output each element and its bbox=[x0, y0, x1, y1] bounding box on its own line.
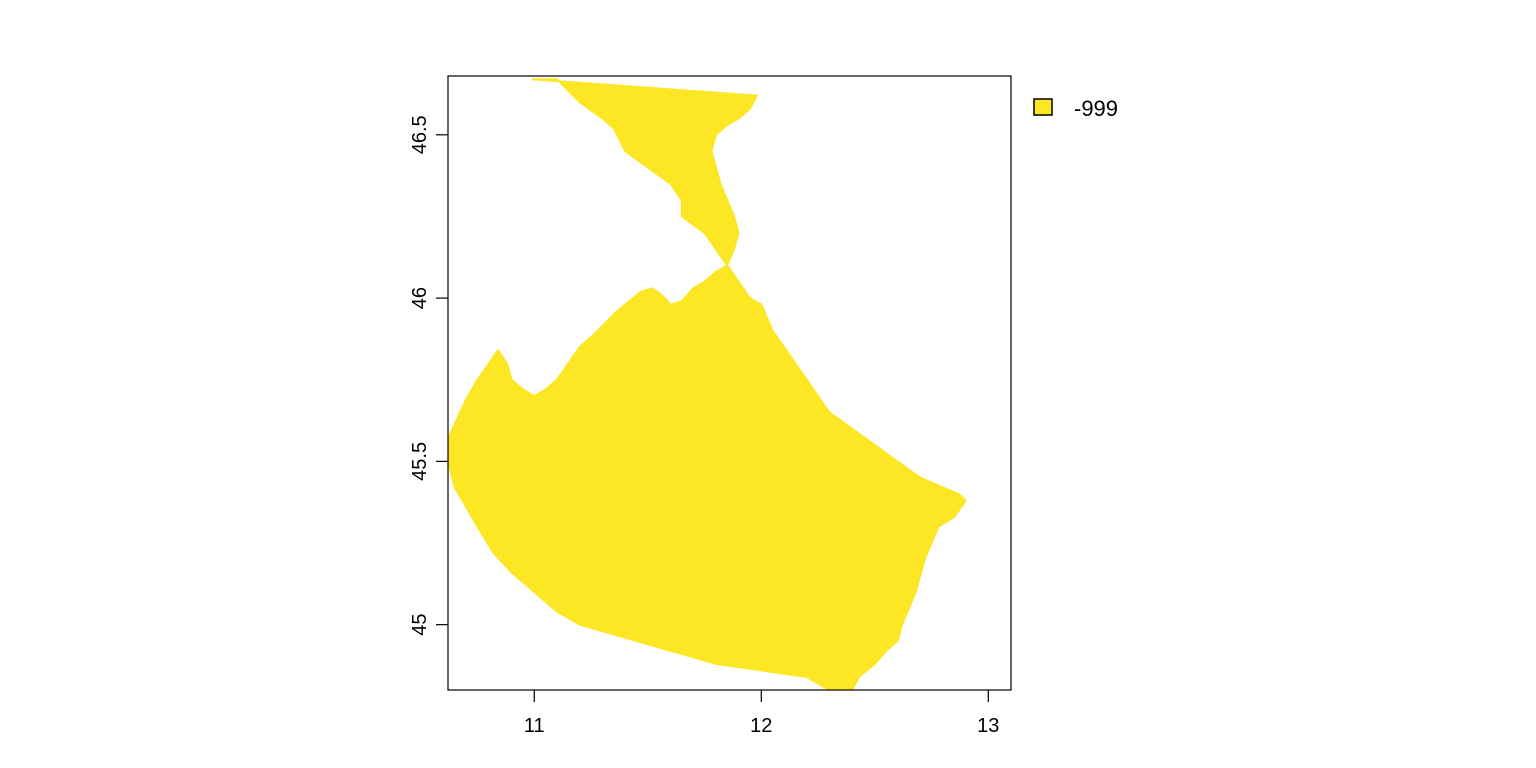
x-tick-label: 11 bbox=[524, 715, 545, 737]
y-tick-label: 46.5 bbox=[409, 115, 431, 154]
x-axis: 11 12 13 bbox=[524, 690, 999, 737]
region-raster bbox=[448, 78, 967, 690]
map-plot-area bbox=[447, 75, 1012, 691]
legend-label: -999 bbox=[1074, 96, 1118, 121]
y-axis: 45 45.5 46 46.5 bbox=[409, 115, 448, 636]
y-tick-label: 46 bbox=[409, 287, 431, 309]
legend: -999 bbox=[1033, 96, 1118, 121]
y-tick-label: 45.5 bbox=[409, 442, 431, 481]
legend-swatch bbox=[1033, 98, 1053, 116]
y-tick-label: 45 bbox=[409, 614, 431, 636]
x-tick-label: 13 bbox=[977, 715, 999, 737]
plot-frame bbox=[447, 75, 1012, 691]
x-tick-label: 12 bbox=[750, 715, 772, 737]
